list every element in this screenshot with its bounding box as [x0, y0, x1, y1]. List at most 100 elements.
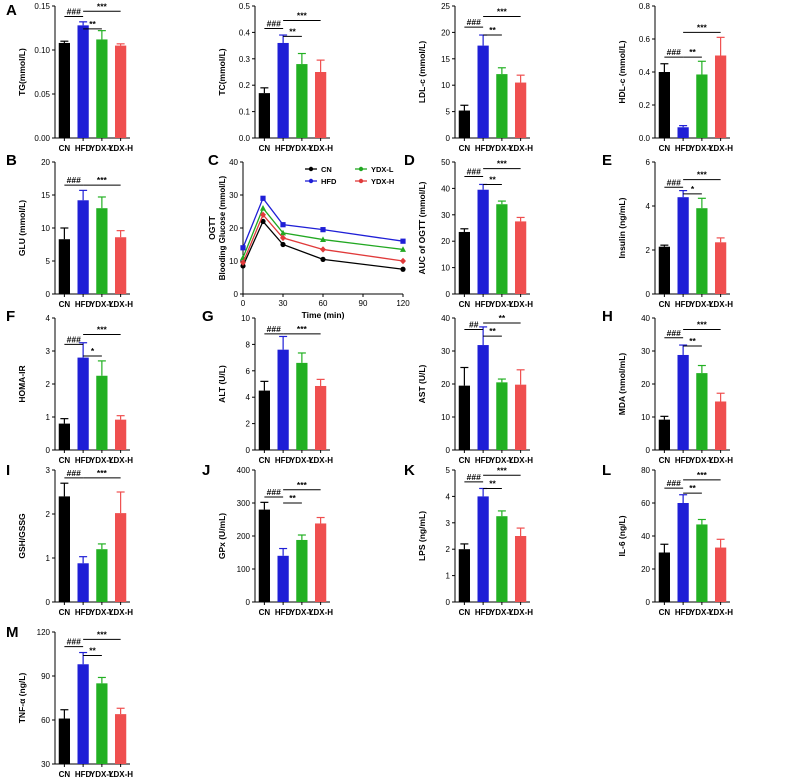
significance-label: **: [689, 47, 696, 57]
y-axis-label: TNF-α (ng/L): [17, 673, 27, 724]
y-tick-label: 0.4: [239, 28, 251, 37]
x-tick-label: CN: [659, 144, 671, 153]
panel-label-B: B: [6, 152, 17, 169]
bar-CN: [658, 419, 670, 450]
significance-label: ***: [697, 320, 708, 330]
bar-YDX-H: [115, 513, 127, 602]
bar-YDX-H: [315, 385, 327, 450]
y-tick-label: 0.2: [639, 101, 651, 110]
x-tick-label: CN: [59, 300, 71, 309]
significance-label: ***: [497, 7, 508, 17]
x-tick-label: HFD: [475, 144, 492, 153]
bar-CN: [58, 496, 70, 602]
significance-label: ###: [267, 324, 281, 334]
significance-label: **: [289, 493, 296, 503]
y-tick-label: 0: [446, 446, 451, 455]
x-tick-label: YDX-L: [90, 144, 114, 153]
y-tick-label: 0.0: [239, 134, 251, 143]
bar-CN: [58, 718, 70, 764]
panel-label-M: M: [6, 624, 19, 641]
y-tick-label: 50: [441, 158, 450, 167]
bar-HFD: [277, 555, 289, 602]
panel-0: 0.00 0.05 0.10 0.15 TG(mmol/L) CN HFDYDX-LYDX-…: [17, 1, 133, 153]
y-tick-label: 20: [441, 28, 450, 37]
y-tick-label: 0.8: [639, 2, 651, 11]
point-CN: [280, 241, 286, 248]
panel-label-G: G: [202, 308, 214, 325]
significance-label: ###: [467, 167, 481, 177]
significance-label: ***: [97, 468, 108, 478]
y-tick-label: 0: [646, 598, 651, 607]
significance-label: *: [691, 184, 695, 194]
y-tick-label: 0: [246, 598, 251, 607]
significance-label: ###: [667, 328, 681, 338]
x-tick-label: CN: [659, 608, 671, 617]
bar-CN: [258, 509, 270, 602]
y-tick-label: 0.0: [639, 134, 651, 143]
y-tick-label: 2: [46, 510, 51, 519]
x-tick-label: YDX-L: [490, 456, 514, 465]
significance-label: **: [289, 26, 296, 36]
x-tick-label: YDX-H: [708, 608, 733, 617]
point-HFD: [320, 227, 326, 233]
y-tick-label: 60: [641, 499, 650, 508]
x-tick-label: 90: [359, 299, 368, 308]
panel-label-J: J: [202, 462, 211, 479]
bar-YDX-L: [696, 74, 708, 138]
x-tick-label: HFD: [75, 144, 92, 153]
bar-YDX-L: [96, 549, 108, 602]
x-tick-label: YDX-H: [108, 300, 133, 309]
x-tick-label: 60: [319, 299, 328, 308]
x-tick-label: CN: [59, 608, 71, 617]
y-tick-label: 0.15: [34, 2, 50, 11]
x-tick-label: YDX-H: [108, 770, 133, 778]
y-tick-label: 0: [46, 446, 51, 455]
x-tick-label: CN: [259, 608, 271, 617]
significance-label: ***: [97, 175, 108, 185]
bar-YDX-L: [296, 539, 308, 602]
x-tick-label: YDX-L: [90, 608, 114, 617]
panel-label-D: D: [404, 152, 415, 169]
y-tick-label: 0.1: [239, 108, 251, 117]
x-tick-label: YDX-H: [708, 456, 733, 465]
panel-5: 0 10 20 30 40 0 30 60 90 120 Time (min) OGTT Bloodin…: [207, 158, 410, 320]
y-tick-label: 0: [234, 290, 239, 299]
x-tick-label: YDX-H: [108, 144, 133, 153]
bar-HFD: [677, 197, 689, 294]
bar-YDX-L: [296, 362, 308, 450]
x-tick-label: CN: [59, 456, 71, 465]
bar-HFD: [677, 127, 689, 138]
significance-label: ###: [267, 18, 281, 28]
y-tick-label: 10: [41, 224, 50, 233]
x-tick-label: HFD: [475, 300, 492, 309]
legend-label-YDX-L: YDX-L: [371, 165, 394, 174]
x-tick-label: YDX-L: [90, 456, 114, 465]
x-tick-label: CN: [459, 144, 471, 153]
x-tick-label: HFD: [75, 456, 92, 465]
y-tick-label: 20: [41, 158, 50, 167]
significance-label: **: [489, 25, 496, 35]
x-tick-label: 0: [241, 299, 246, 308]
y-axis-label: LPS (ng/mL): [417, 511, 427, 561]
significance-label: ###: [67, 175, 81, 185]
y-tick-label: 30: [641, 347, 650, 356]
x-tick-label: YDX-H: [108, 456, 133, 465]
significance-label: **: [89, 19, 96, 29]
y-tick-label: 0: [46, 598, 51, 607]
y-axis-label: GPx (U/mL): [217, 513, 227, 559]
y-tick-label: 6: [646, 158, 651, 167]
y-axis-label: HOMA-IR: [17, 365, 27, 402]
x-tick-label: HFD: [675, 456, 692, 465]
x-tick-label: CN: [459, 456, 471, 465]
y-tick-label: 120: [37, 628, 51, 637]
y-tick-label: 1: [46, 413, 51, 422]
x-tick-label: YDX-H: [108, 608, 133, 617]
bar-YDX-H: [715, 242, 727, 294]
point-HFD: [240, 245, 246, 251]
bar-HFD: [277, 42, 289, 138]
bar-CN: [458, 385, 470, 450]
